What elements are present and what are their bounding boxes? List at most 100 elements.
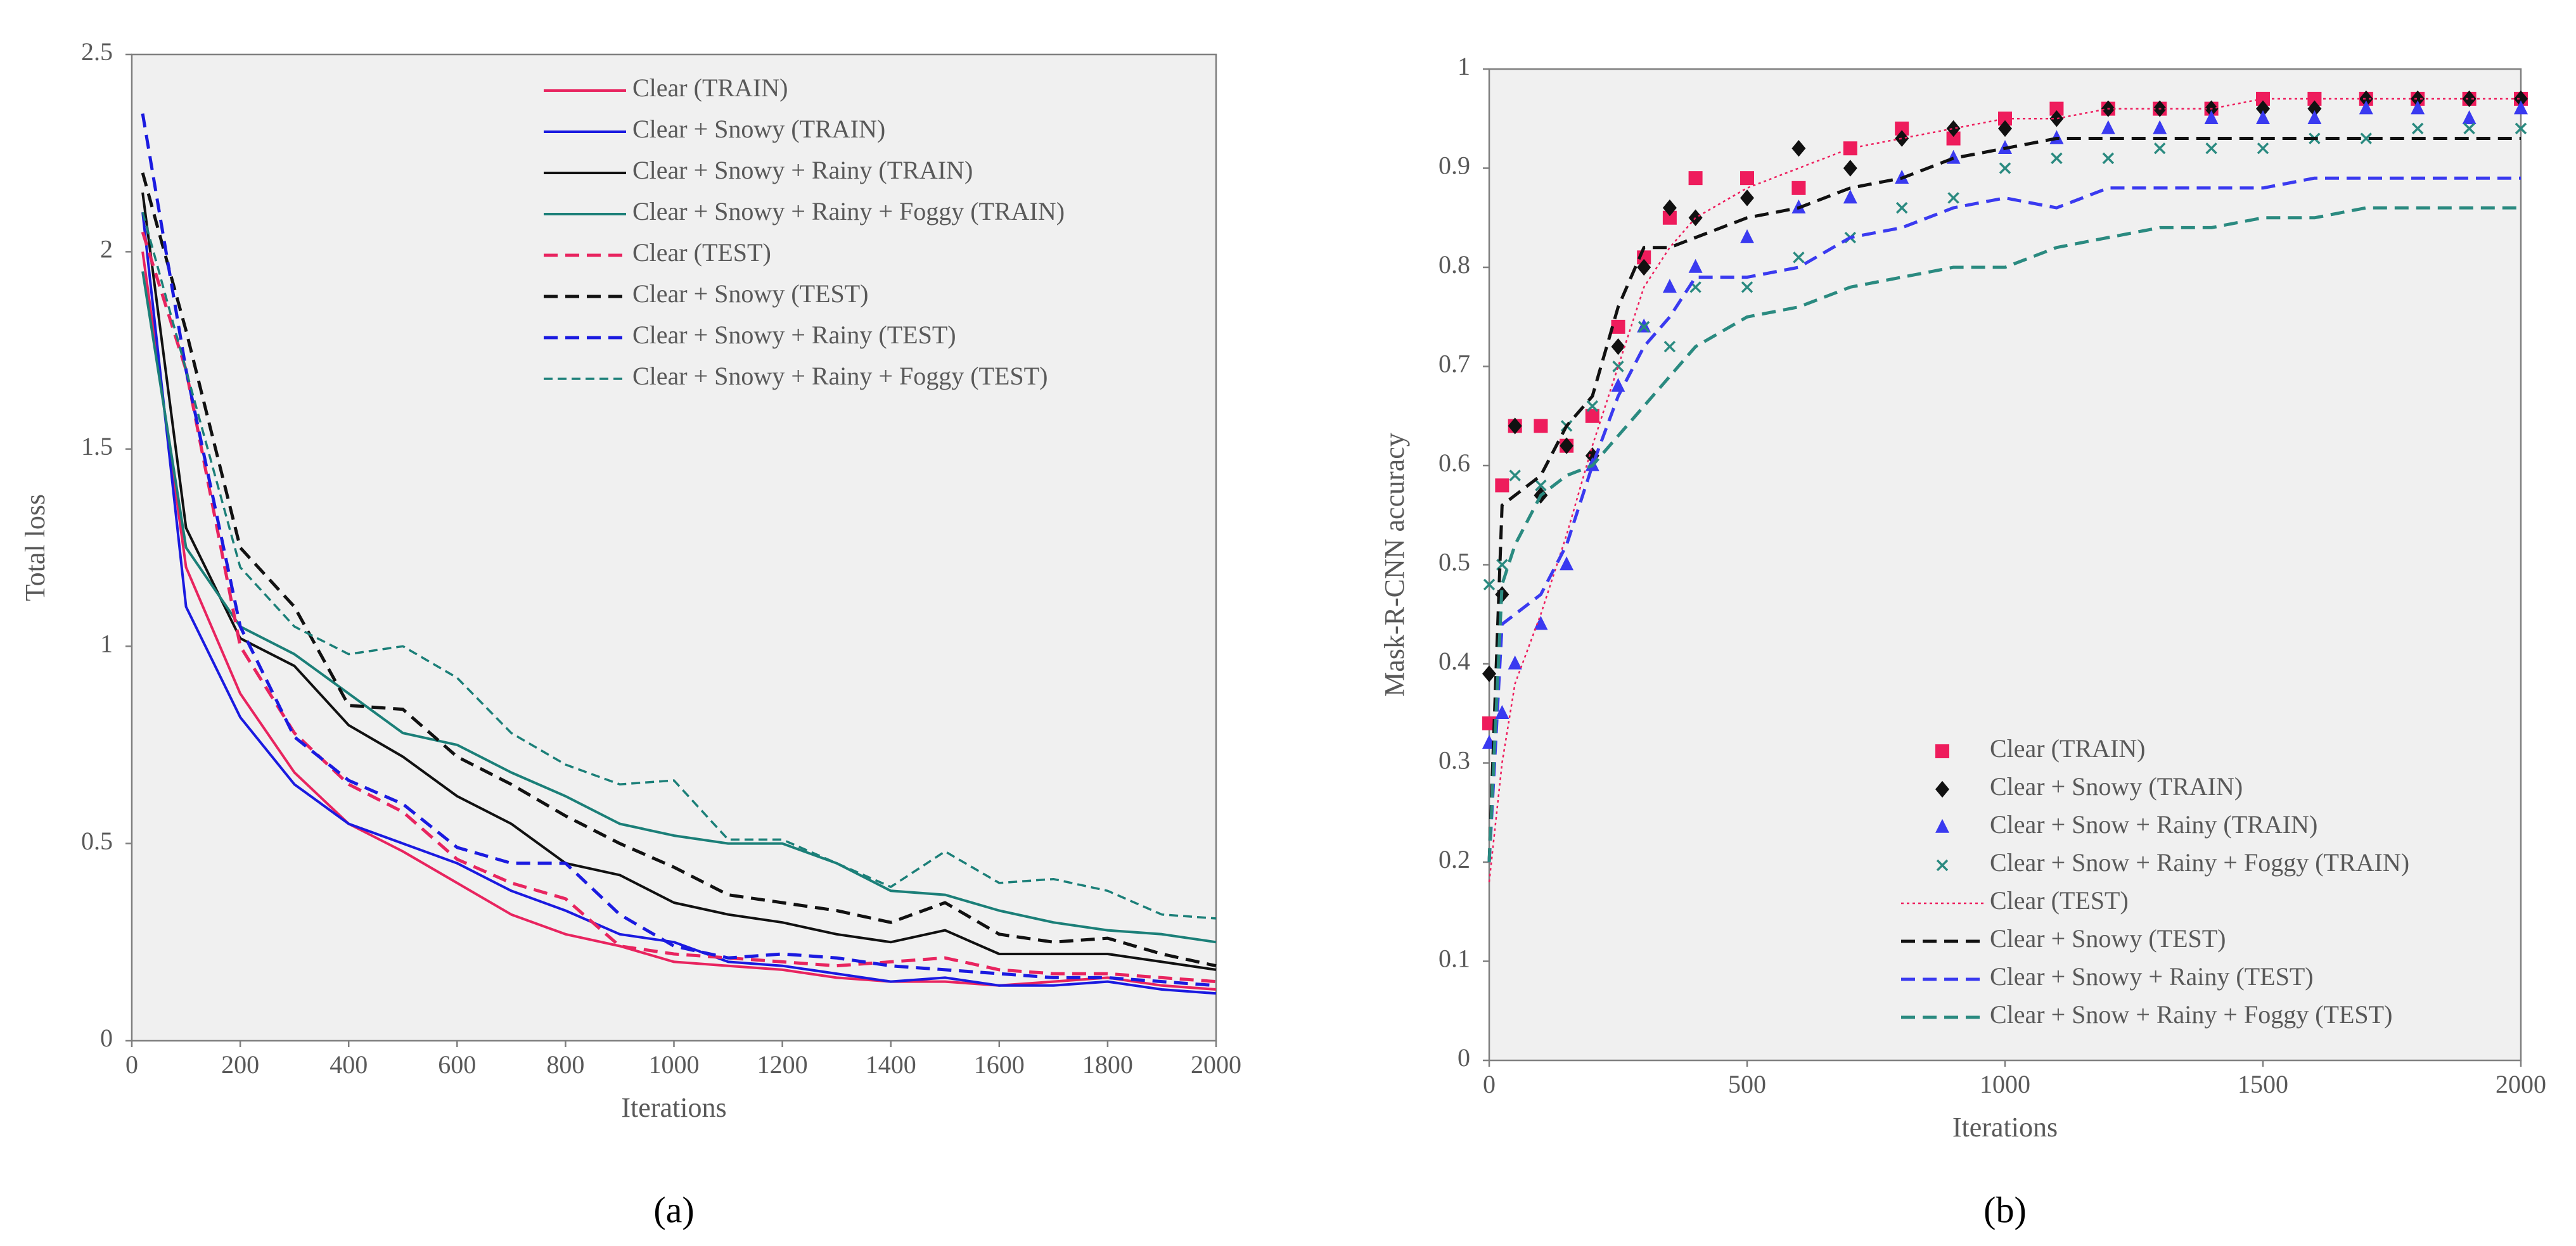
marker [1946,131,1961,146]
y-tick-label: 0.3 [1439,746,1470,775]
marker [2205,142,2217,155]
marker [2102,152,2115,165]
marker [1688,258,1703,273]
marker [1585,409,1599,423]
marker [1843,160,1857,177]
series-line [1487,176,2521,863]
x-tick-label: 0 [1483,1070,1496,1098]
marker [1688,171,1703,186]
marker [1791,181,1806,195]
marker [2463,122,2475,135]
series-line [141,212,1217,995]
legend-label: Clear + Snowy (TRAIN) [632,115,885,143]
legend-label: Clear (TRAIN) [632,73,788,102]
legend-label: Clear + Snowy + Rainy + Foggy (TEST) [632,362,1048,390]
legend-label: Clear + Snow + Rainy (TRAIN) [1990,810,2317,839]
marker [1496,559,1508,571]
marker [2514,100,2528,115]
legend-label: Clear + Snow + Rainy + Foggy (TRAIN) [1990,848,2409,877]
series-line [141,231,1217,984]
marker [1895,201,1908,214]
y-tick-label: 0.2 [1439,845,1470,874]
y-tick-label: 1 [1458,52,1470,80]
legend-label: Clear + Snowy + Rainy (TEST) [1990,962,2314,991]
x-axis-label: Iterations [621,1092,726,1123]
marker [1740,189,1754,207]
marker [2153,142,2166,155]
series-line [1488,98,2521,882]
marker [2411,90,2425,108]
y-tick-label: 0 [100,1024,113,1052]
y-tick-label: 0.8 [1439,250,1470,279]
y-tick-label: 1.5 [81,432,113,461]
marker [1740,229,1754,243]
marker [2514,90,2528,108]
marker [1895,130,1909,147]
series-line [1487,206,2521,863]
x-axis-label: Iterations [1952,1112,2058,1143]
y-axis-label: Mask-R-CNN accuracy [1379,433,1410,697]
legend-swatch [1935,744,1949,758]
legend-label: Clear + Snowy (TRAIN) [1990,772,2243,801]
marker [2360,132,2373,144]
marker [2153,120,2167,134]
marker [2411,122,2424,135]
marker [1560,556,1574,571]
y-tick-label: 1 [100,629,113,658]
x-tick-label: 500 [1728,1070,1766,1098]
plot-area [131,53,1217,1042]
marker [1998,111,2012,126]
marker [2462,110,2477,125]
x-tick-label: 0 [125,1050,138,1079]
series-line [141,113,1217,988]
marker [1662,210,1677,225]
legend-label: Clear + Snowy (TEST) [632,279,869,308]
legend-label: Clear + Snowy + Rainy (TEST) [632,321,956,349]
marker [1611,338,1625,355]
x-tick-label: 1000 [649,1050,700,1079]
marker [1843,189,1857,204]
legend: Clear (TRAIN) Clear + Snowy (TRAIN) Clear … [1901,734,2409,1029]
marker [1612,360,1624,372]
legend-label: Clear (TEST) [1990,886,2129,915]
marker [1483,578,1496,591]
y-tick-label: 0.9 [1439,151,1470,180]
legend-label: Clear + Snowy + Rainy + Foggy (TRAIN) [632,197,1065,226]
plot-marks [141,113,1217,995]
y-tick-label: 0.5 [1439,548,1470,576]
x-tick-label: 1400 [866,1050,916,1079]
marker [2257,142,2269,155]
marker [1947,192,1959,204]
y-tick-label: 0 [1458,1043,1470,1072]
marker [1560,437,1574,454]
marker [2307,100,2322,117]
x-tick-label: 2000 [2496,1070,2546,1098]
series-line [141,251,1217,991]
marker [1637,258,1651,276]
y-tick-label: 0.1 [1439,944,1470,973]
marker [1935,744,1949,758]
marker [1534,616,1548,630]
marker [1509,469,1521,481]
marker [2411,100,2425,115]
x-tick-label: 800 [546,1050,584,1079]
marker [2049,110,2064,127]
marker [1998,120,2012,137]
legend-label: Clear + Snowy (TEST) [1990,924,2226,953]
marker [2049,101,2064,116]
marker [1935,818,1949,833]
marker [1936,859,1949,872]
marker [1662,279,1677,293]
marker [1637,321,1650,333]
y-axis-label: Total loss [20,494,51,601]
marker [2307,110,2322,125]
marker [2101,120,2115,134]
marker [1999,162,2011,174]
x-tick-label: 1800 [1082,1050,1133,1079]
marker [1495,478,1509,493]
marker [1535,480,1547,492]
x-tick-label: 400 [330,1050,368,1079]
marker [1662,199,1677,217]
marker [1482,665,1496,682]
